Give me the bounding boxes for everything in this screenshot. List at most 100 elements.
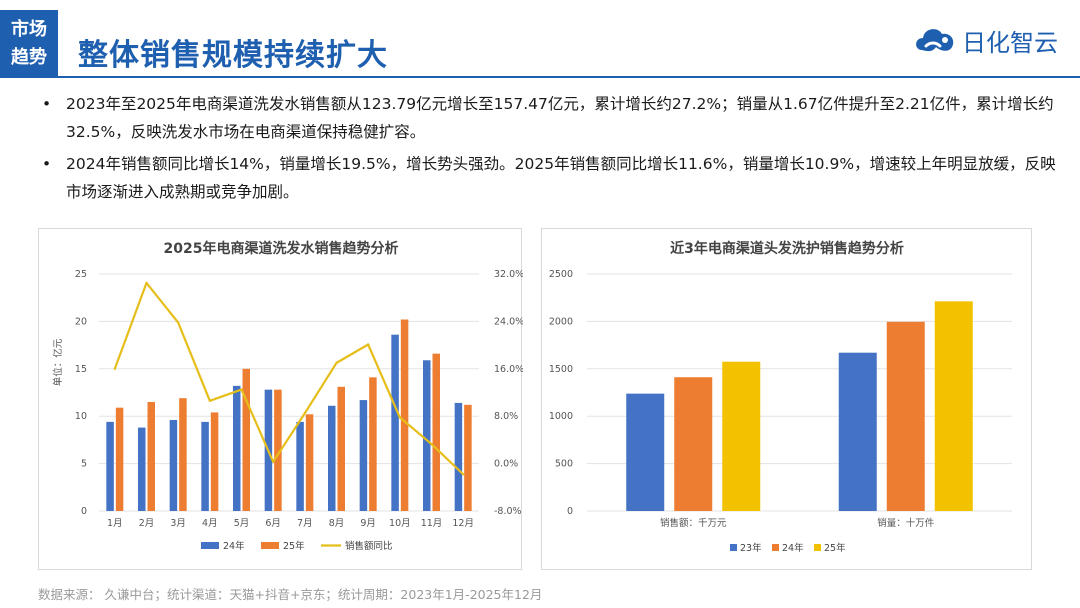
x-tick-label: 4月 xyxy=(202,518,218,529)
x-tick-label: 12月 xyxy=(452,518,474,529)
yoy-point xyxy=(366,343,370,346)
y-tick-label: 5 xyxy=(81,459,87,470)
cloud-logo-icon xyxy=(916,29,954,52)
y-tick-label: 10 xyxy=(75,411,87,422)
header-divider xyxy=(58,76,1080,78)
bar-24 xyxy=(454,402,463,511)
yoy-point xyxy=(271,460,275,464)
legend-swatch xyxy=(730,544,737,551)
bar-24 xyxy=(423,360,431,511)
legend-label: 25年 xyxy=(824,542,846,554)
y-tick-label: 2000 xyxy=(549,316,573,327)
section-tag-line2: 趋势 xyxy=(11,47,47,68)
bar-24 xyxy=(138,427,146,511)
bar-24 xyxy=(201,421,209,511)
y-tick-label: 0 xyxy=(567,506,573,517)
y2-tick-label: 32.0% xyxy=(494,269,523,280)
logo-text: 日化智云 xyxy=(962,28,1058,57)
page-title: 整体销售规模持续扩大 xyxy=(78,38,388,73)
bar-25 xyxy=(400,319,409,511)
bar-24 xyxy=(391,334,399,511)
y-tick-label: 1000 xyxy=(549,411,573,422)
yoy-point xyxy=(176,321,180,324)
yoy-point xyxy=(461,473,465,476)
y-tick-label: 0 xyxy=(81,506,87,517)
summary-bullets: 2023年至2025年电商渠道洗发水销售额从123.79亿元增长至157.47亿… xyxy=(30,90,1060,210)
y2-tick-label: 0.0% xyxy=(494,459,518,470)
x-tick-label: 9月 xyxy=(360,518,376,529)
bar-24 xyxy=(106,421,114,511)
yoy-point xyxy=(240,388,243,391)
y2-tick-label: 8.0% xyxy=(494,411,518,422)
x-tick-label: 1月 xyxy=(107,518,123,529)
section-tag-line1: 市场 xyxy=(11,19,47,40)
bar-24 xyxy=(359,400,368,511)
legend-label-yoy: 销售额同比 xyxy=(345,540,393,552)
bar-25年 xyxy=(934,301,973,511)
yoy-line xyxy=(113,281,464,476)
legend-label: 24年 xyxy=(782,542,804,554)
y2-tick-label: 16.0% xyxy=(494,364,523,375)
chart-title: 近3年电商渠道头发洗护销售趋势分析 xyxy=(670,240,904,257)
x-tick-label: 8月 xyxy=(329,518,345,529)
bar-25 xyxy=(305,414,314,511)
y2-tick-label: 24.0% xyxy=(494,316,523,327)
x-tick-label: 5月 xyxy=(234,518,250,529)
y2-tick-label: -8.0% xyxy=(494,506,522,517)
legend-swatch xyxy=(772,544,779,551)
legend-label-24: 24年 xyxy=(223,540,245,552)
legend-label-25: 25年 xyxy=(283,540,305,552)
bar-25 xyxy=(369,377,377,511)
section-tag: 市场 趋势 xyxy=(0,10,58,78)
x-tick-label: 销售额：千万元 xyxy=(660,517,727,529)
x-tick-label: 2月 xyxy=(139,518,155,529)
monthly-chart-panel: 2025年电商渠道洗发水销售趋势分析 0 5 10 15 20 25 -8.0% 0.0% 8.0… xyxy=(38,228,523,570)
bar-24 xyxy=(233,385,241,511)
yoy-point xyxy=(303,412,307,415)
x-tick-label: 11月 xyxy=(421,518,443,529)
yoy-point xyxy=(145,281,148,285)
legend-swatch-25 xyxy=(261,542,279,549)
yoy-point xyxy=(335,361,338,365)
y-tick-label: 500 xyxy=(555,459,573,470)
bar-25 xyxy=(210,412,219,511)
y-tick-label: 25 xyxy=(75,269,87,280)
header: 市场 趋势 整体销售规模持续扩大 日化智云 xyxy=(0,0,1080,82)
y-axis-label: 单位：亿元 xyxy=(52,338,64,386)
bar-25 xyxy=(147,401,155,511)
bar-25 xyxy=(242,368,250,511)
yearly-sales-chart: 近3年电商渠道头发洗护销售趋势分析 0 500 1000 1500 2000 2500 销售额… xyxy=(549,240,1012,554)
bar-24年 xyxy=(674,377,713,511)
x-tick-label: 6月 xyxy=(265,518,281,529)
bar-25年 xyxy=(722,361,761,511)
y-tick-label: 1500 xyxy=(549,364,573,375)
monthly-sales-chart: 2025年电商渠道洗发水销售趋势分析 0 5 10 15 20 25 -8.0% 0.0% 8.0… xyxy=(52,240,523,552)
y-tick-label: 2500 xyxy=(549,269,573,280)
yoy-point xyxy=(208,399,212,402)
data-source-note: 数据来源： 久谦中台；统计渠道：天猫+抖音+京东；统计周期：2023年1月-20… xyxy=(38,587,543,602)
bar-25 xyxy=(115,407,124,511)
bar-24 xyxy=(328,405,336,511)
bar-23年 xyxy=(626,393,665,511)
brand-logo: 日化智云 xyxy=(912,18,1058,62)
legend-swatch-24 xyxy=(201,542,219,549)
chart-title: 2025年电商渠道洗发水销售趋势分析 xyxy=(164,240,399,257)
x-tick-label: 3月 xyxy=(170,518,186,529)
yoy-point xyxy=(430,442,433,446)
bar-25 xyxy=(464,404,472,511)
y-tick-label: 20 xyxy=(75,316,87,327)
bar-25 xyxy=(179,398,187,511)
bar-25 xyxy=(274,389,282,511)
x-tick-label: 10月 xyxy=(389,518,411,529)
legend-label: 23年 xyxy=(740,542,762,554)
yoy-point xyxy=(398,416,402,419)
bar-25 xyxy=(432,353,440,511)
x-tick-label: 销量：十万件 xyxy=(877,517,935,529)
legend-swatch xyxy=(814,544,821,551)
bullet-2: 2024年销售额同比增长14%，销量增长19.5%，增长势头强劲。2025年销售… xyxy=(30,150,1060,206)
yearly-chart-panel: 近3年电商渠道头发洗护销售趋势分析 0 500 1000 1500 2000 2500 销售额… xyxy=(541,228,1032,570)
bar-24 xyxy=(169,419,178,511)
y-tick-label: 15 xyxy=(75,364,87,375)
bar-24年 xyxy=(886,321,925,511)
bullet-1: 2023年至2025年电商渠道洗发水销售额从123.79亿元增长至157.47亿… xyxy=(30,90,1060,146)
